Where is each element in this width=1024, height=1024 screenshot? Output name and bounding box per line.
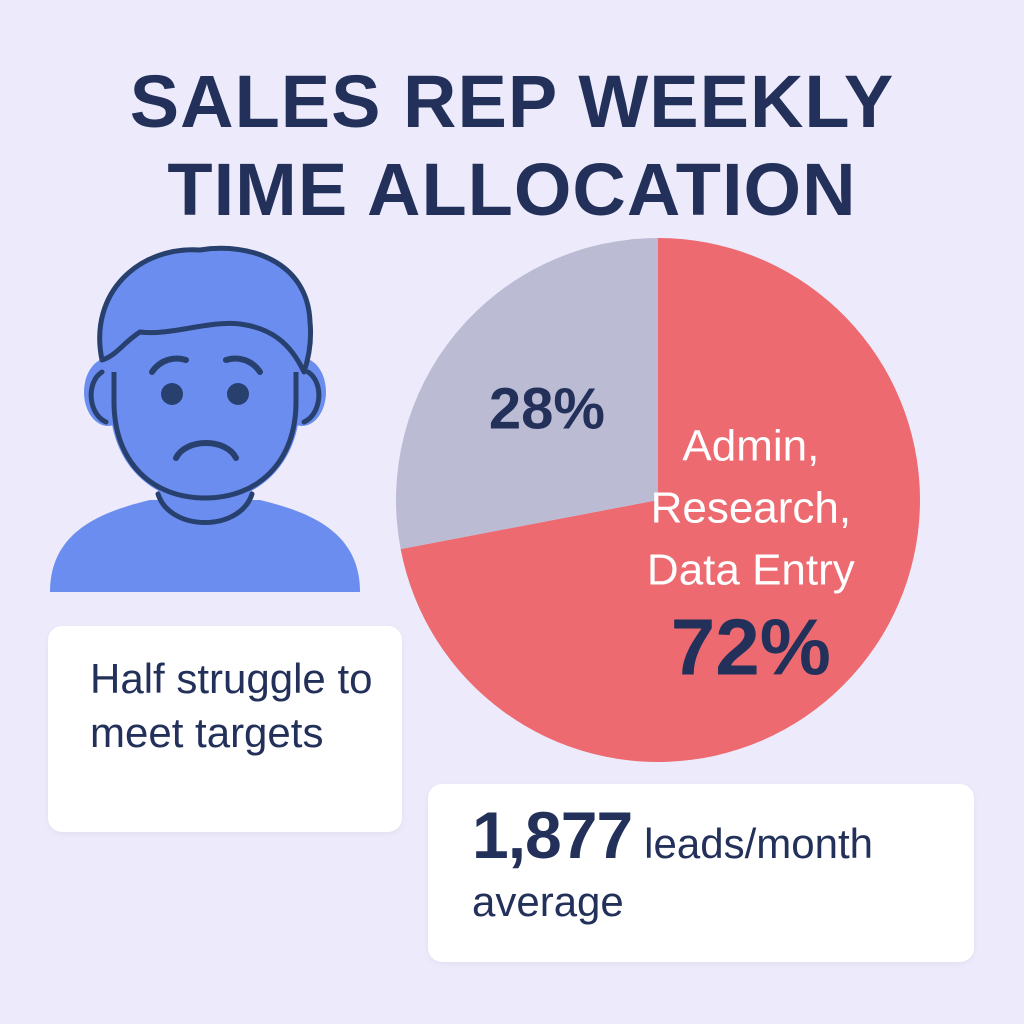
person-eye-left [161,383,183,405]
page-title: SALES REP WEEKLY TIME ALLOCATION [0,58,1024,234]
person-torso [50,500,360,592]
person-brow-right [223,355,263,375]
leads-card: 1,877 leads/month average [428,784,974,962]
person-eye-right [227,383,249,405]
person-frown [173,440,239,461]
pie-slice-0-label-line-0: Admin, [682,421,819,470]
title-line-1: SALES REP WEEKLY [129,60,895,143]
person-hair [97,245,313,375]
leads-text: 1,877 leads/month average [472,802,962,931]
title-line-2: TIME ALLOCATION [167,148,857,231]
pie-slice-0 [400,238,920,762]
person-brow-left [149,355,189,375]
leads-label: leads/month average [472,820,873,925]
pie-chart: Admin, Research, Data Entry 72% 28% [396,238,920,762]
pie-slice-0-label-line-2: Data Entry [647,545,855,594]
sad-person-icon [50,245,360,592]
pie-slice-1 [396,238,658,550]
struggle-card: Half struggle to meet targets [48,626,402,832]
pie-slice-1-value-label: 28% [489,376,605,441]
pie-slice-0-value-label: 72% [671,602,831,691]
struggle-text: Half struggle to meet targets [90,655,373,756]
leads-number: 1,877 [472,798,633,872]
pie-slice-0-label-line-1: Research, [651,483,852,532]
